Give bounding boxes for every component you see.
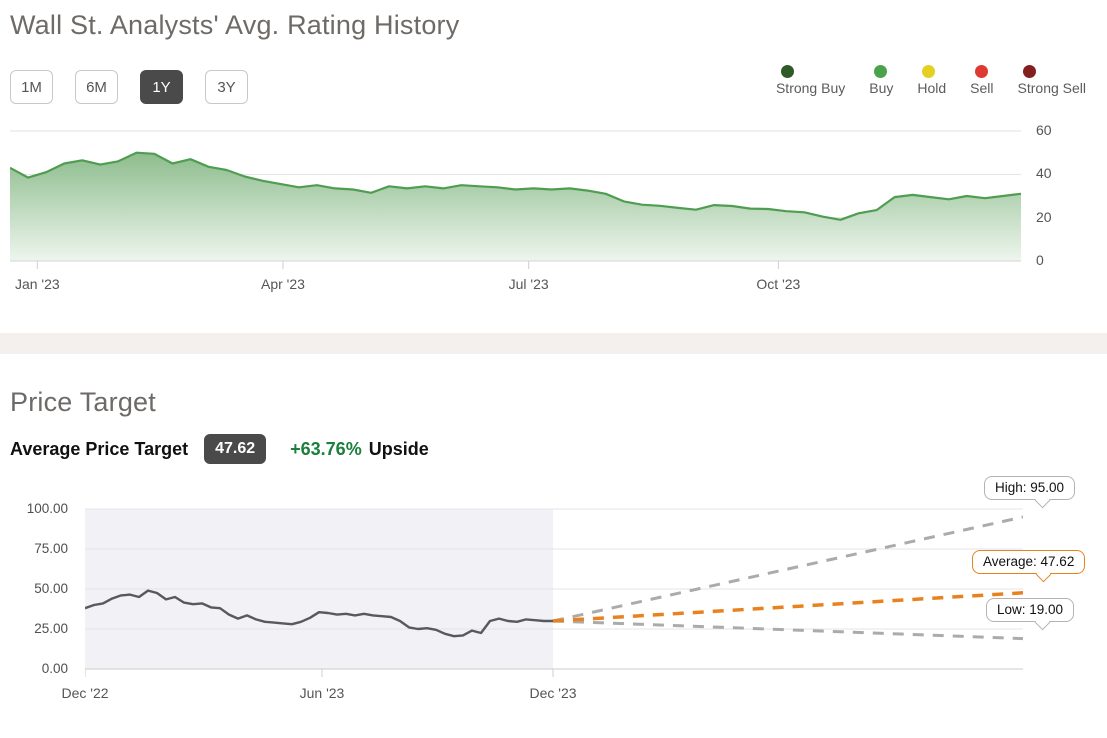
legend-label: Strong Sell — [1017, 80, 1086, 96]
legend-label: Strong Buy — [775, 80, 846, 96]
axis-tick-label: 75.00 — [34, 541, 68, 556]
axis-tick-label: 40 — [1036, 165, 1052, 182]
strong-buy-dot-icon — [780, 65, 794, 78]
price-target-title: Price Target — [10, 387, 156, 417]
rating-legend: Strong Buy Buy Hold Sell Strong Sell — [776, 65, 1086, 96]
axis-tick-label: Jan '23 — [14, 276, 60, 292]
axis-tick-label: 0 — [1036, 252, 1044, 268]
price-target-chart[interactable] — [85, 505, 1023, 681]
average-price-target-row: Average Price Target 47.62 +63.76% Upsid… — [10, 434, 429, 464]
rating-history-chart[interactable] — [10, 120, 1021, 275]
axis-tick-label: Dec '23 — [529, 685, 577, 701]
section-separator — [0, 333, 1107, 354]
buy-dot-icon — [874, 65, 888, 78]
axis-tick-label: 20 — [1036, 208, 1052, 225]
average-price-target-label: Average Price Target — [10, 438, 189, 459]
legend-label: Buy — [869, 80, 894, 96]
average-price-callout: Average: 47.62 — [972, 550, 1086, 574]
legend-item-sell: Sell — [970, 65, 994, 96]
upside-label: Upside — [368, 438, 429, 459]
axis-tick-label: Oct '23 — [756, 276, 801, 292]
range-button-1y[interactable]: 1Y — [140, 70, 183, 104]
legend-item-hold: Hold — [917, 65, 946, 96]
legend-item-strong-sell: Strong Sell — [1018, 65, 1086, 96]
rating-history-title: Wall St. Analysts' Avg. Rating History — [10, 10, 460, 40]
axis-tick-label: 100.00 — [26, 501, 68, 516]
legend-label: Hold — [917, 80, 947, 96]
upside-percent: +63.76% — [290, 438, 362, 459]
time-range-selector: 1M 6M 1Y 3Y — [10, 70, 248, 104]
axis-tick-label: Jul '23 — [508, 276, 549, 292]
axis-tick-label: Dec '22 — [61, 685, 109, 701]
legend-item-buy: Buy — [869, 65, 893, 96]
low-price-callout: Low: 19.00 — [986, 598, 1075, 622]
axis-tick-label: Jun '23 — [299, 685, 345, 701]
axis-tick-label: 50.00 — [34, 581, 68, 596]
range-button-1m[interactable]: 1M — [10, 70, 53, 104]
axis-tick-label: 25.00 — [34, 621, 68, 636]
sell-dot-icon — [975, 65, 989, 78]
axis-tick-label: 0.00 — [41, 661, 68, 676]
strong-sell-dot-icon — [1022, 65, 1036, 78]
legend-label: Sell — [970, 80, 994, 96]
high-price-callout: High: 95.00 — [984, 476, 1076, 500]
axis-tick-label: 60 — [1036, 122, 1052, 138]
range-button-3y[interactable]: 3Y — [205, 70, 248, 104]
axis-tick-label: Apr '23 — [261, 276, 305, 292]
legend-item-strong-buy: Strong Buy — [776, 65, 845, 96]
hold-dot-icon — [922, 65, 936, 78]
average-price-target-badge: 47.62 — [204, 434, 267, 464]
range-button-6m[interactable]: 6M — [75, 70, 118, 104]
